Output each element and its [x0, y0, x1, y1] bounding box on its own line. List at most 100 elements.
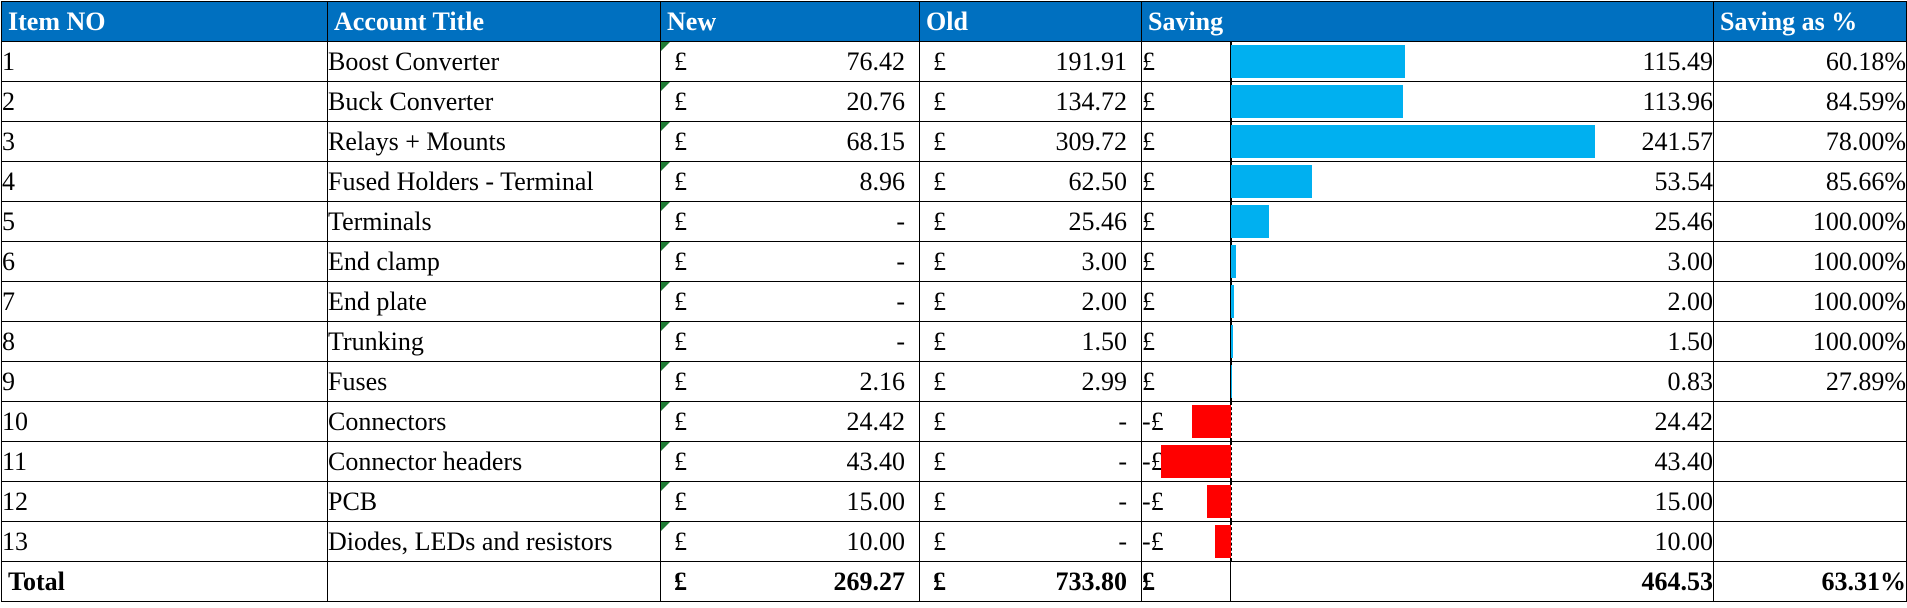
- saving-cell[interactable]: 10.00: [1214, 521, 1714, 562]
- saving-cell[interactable]: 241.57: [1230, 121, 1714, 162]
- header-new[interactable]: New: [660, 1, 920, 42]
- saving-cell[interactable]: 24.42: [1191, 401, 1714, 442]
- item-no-cell[interactable]: 9: [1, 361, 328, 402]
- item-no-cell[interactable]: 2: [1, 81, 328, 122]
- account-title-cell[interactable]: Connectors: [327, 401, 661, 442]
- saving-pct-cell[interactable]: [1713, 481, 1907, 522]
- account-title-cell[interactable]: Relays + Mounts: [327, 121, 661, 162]
- new-cost-cell[interactable]: £8.96: [660, 161, 920, 202]
- saving-cell[interactable]: 43.40: [1161, 441, 1714, 482]
- saving-sign-cell[interactable]: £: [1141, 81, 1231, 122]
- saving-sign-cell[interactable]: £: [1141, 361, 1231, 402]
- new-cost-cell[interactable]: £ -: [660, 201, 920, 242]
- old-cost-cell[interactable]: £ -: [919, 401, 1142, 442]
- account-title-cell[interactable]: Connector headers: [327, 441, 661, 482]
- account-title-cell[interactable]: End clamp: [327, 241, 661, 282]
- item-no-cell[interactable]: 6: [1, 241, 328, 282]
- saving-cell[interactable]: 1.50: [1230, 321, 1714, 362]
- header-saving-pct[interactable]: Saving as %: [1713, 1, 1907, 42]
- item-no-cell[interactable]: 12: [1, 481, 328, 522]
- account-title-cell[interactable]: Fused Holders - Terminal: [327, 161, 661, 202]
- saving-pct-cell[interactable]: 100.00%: [1713, 201, 1907, 242]
- item-no-cell[interactable]: 11: [1, 441, 328, 482]
- account-title-cell[interactable]: Diodes, LEDs and resistors: [327, 521, 661, 562]
- old-cost-cell[interactable]: £25.46: [919, 201, 1142, 242]
- saving-cell[interactable]: 25.46: [1230, 201, 1714, 242]
- account-title-cell[interactable]: Buck Converter: [327, 81, 661, 122]
- total-saving-symbol[interactable]: £: [1141, 561, 1231, 602]
- saving-cell[interactable]: 53.54: [1230, 161, 1714, 202]
- saving-sign-cell[interactable]: £: [1141, 41, 1231, 82]
- old-cost-cell[interactable]: £62.50: [919, 161, 1142, 202]
- new-cost-cell[interactable]: £ -: [660, 281, 920, 322]
- old-cost-cell[interactable]: £1.50: [919, 321, 1142, 362]
- saving-pct-cell[interactable]: [1713, 401, 1907, 442]
- old-cost-cell[interactable]: £309.72: [919, 121, 1142, 162]
- account-title-cell[interactable]: Terminals: [327, 201, 661, 242]
- new-cost-cell[interactable]: £ -: [660, 321, 920, 362]
- total-label[interactable]: Total: [1, 561, 328, 602]
- saving-pct-cell[interactable]: 100.00%: [1713, 241, 1907, 282]
- saving-pct-cell[interactable]: 100.00%: [1713, 321, 1907, 362]
- saving-sign-cell[interactable]: £: [1141, 241, 1231, 282]
- old-cost-cell[interactable]: £191.91: [919, 41, 1142, 82]
- saving-cell[interactable]: 0.83: [1230, 361, 1714, 402]
- saving-sign-cell[interactable]: £: [1141, 281, 1231, 322]
- saving-pct-cell[interactable]: [1713, 521, 1907, 562]
- header-account-title[interactable]: Account Title: [327, 1, 661, 42]
- new-cost-cell[interactable]: £43.40: [660, 441, 920, 482]
- new-cost-cell[interactable]: £15.00: [660, 481, 920, 522]
- account-title-cell[interactable]: Boost Converter: [327, 41, 661, 82]
- old-cost-cell[interactable]: £ -: [919, 441, 1142, 482]
- saving-sign-cell[interactable]: £: [1141, 161, 1231, 202]
- item-no-cell[interactable]: 5: [1, 201, 328, 242]
- total-old-cell[interactable]: £733.80: [919, 561, 1142, 602]
- saving-cell[interactable]: 3.00: [1230, 241, 1714, 282]
- item-no-cell[interactable]: 3: [1, 121, 328, 162]
- item-no-cell[interactable]: 4: [1, 161, 328, 202]
- item-no-cell[interactable]: 13: [1, 521, 328, 562]
- total-new-cell[interactable]: £269.27: [660, 561, 920, 602]
- old-cost-cell[interactable]: £3.00: [919, 241, 1142, 282]
- saving-pct-cell[interactable]: 60.18%: [1713, 41, 1907, 82]
- saving-cell[interactable]: 115.49: [1230, 41, 1714, 82]
- new-cost-cell[interactable]: £10.00: [660, 521, 920, 562]
- old-cost-cell[interactable]: £134.72: [919, 81, 1142, 122]
- old-cost-cell[interactable]: £2.00: [919, 281, 1142, 322]
- account-title-cell[interactable]: Trunking: [327, 321, 661, 362]
- account-title-cell[interactable]: PCB: [327, 481, 661, 522]
- saving-pct-cell[interactable]: 100.00%: [1713, 281, 1907, 322]
- old-cost-cell[interactable]: £2.99: [919, 361, 1142, 402]
- saving-pct-cell[interactable]: [1713, 441, 1907, 482]
- header-old[interactable]: Old: [919, 1, 1142, 42]
- saving-sign-cell[interactable]: £: [1141, 121, 1231, 162]
- saving-pct-cell[interactable]: 27.89%: [1713, 361, 1907, 402]
- new-cost-cell[interactable]: £76.42: [660, 41, 920, 82]
- new-cost-cell[interactable]: £68.15: [660, 121, 920, 162]
- header-saving[interactable]: Saving: [1141, 1, 1714, 42]
- saving-sign-cell[interactable]: £: [1141, 201, 1231, 242]
- item-no-cell[interactable]: 7: [1, 281, 328, 322]
- old-cost-cell[interactable]: £ -: [919, 521, 1142, 562]
- total-saving-cell[interactable]: 464.53: [1230, 561, 1714, 602]
- saving-pct-cell[interactable]: 78.00%: [1713, 121, 1907, 162]
- item-no-cell[interactable]: 10: [1, 401, 328, 442]
- old-cost-cell[interactable]: £ -: [919, 481, 1142, 522]
- new-cost-cell[interactable]: £ -: [660, 241, 920, 282]
- new-cost-cell[interactable]: £24.42: [660, 401, 920, 442]
- header-item-no[interactable]: Item NO: [1, 1, 328, 42]
- new-cost-cell[interactable]: £2.16: [660, 361, 920, 402]
- item-no-cell[interactable]: 8: [1, 321, 328, 362]
- saving-pct-cell[interactable]: 85.66%: [1713, 161, 1907, 202]
- item-no-cell[interactable]: 1: [1, 41, 328, 82]
- saving-cell[interactable]: 113.96: [1230, 81, 1714, 122]
- total-title-cell[interactable]: [327, 561, 661, 602]
- saving-cell[interactable]: 15.00: [1206, 481, 1714, 522]
- saving-cell[interactable]: 2.00: [1230, 281, 1714, 322]
- saving-pct-cell[interactable]: 84.59%: [1713, 81, 1907, 122]
- new-cost-cell[interactable]: £20.76: [660, 81, 920, 122]
- total-saving-pct[interactable]: 63.31%: [1713, 561, 1907, 602]
- account-title-cell[interactable]: End plate: [327, 281, 661, 322]
- account-title-cell[interactable]: Fuses: [327, 361, 661, 402]
- saving-sign-cell[interactable]: £: [1141, 321, 1231, 362]
